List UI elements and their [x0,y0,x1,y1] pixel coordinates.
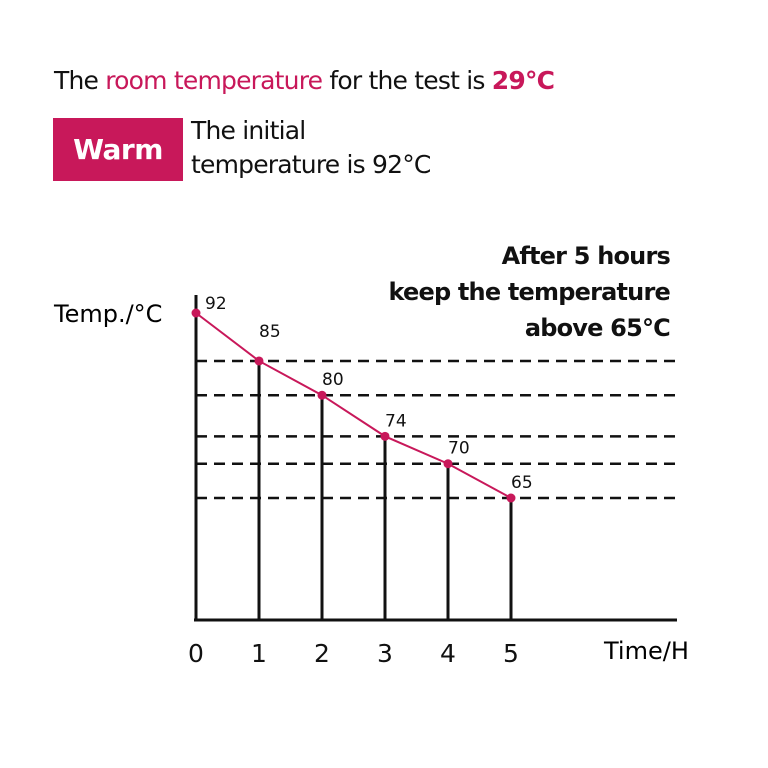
warm-badge: Warm [53,118,183,181]
temperature-line [195,312,512,499]
data-label-0: 92 [205,294,227,314]
data-label-2: 80 [322,370,344,390]
y-axis-label: Temp./°C [53,300,162,328]
x-tick-label-0: 0 [188,639,204,668]
x-tick-label-2: 2 [314,639,330,668]
data-point-0 [191,308,201,318]
initial-note-line2: temperature is 92°C [191,150,431,179]
headline-highlight: room temperature [105,66,323,95]
x-axis-label: Time/H [603,637,689,665]
target-note-line2: keep the temperature [388,278,670,306]
x-tick-label-5: 5 [503,639,519,668]
data-point-5 [506,493,516,503]
initial-temperature-note: The initial temperature is 92°C [191,114,431,182]
initial-note-line1: The initial [191,116,306,145]
headline: The room temperature for the test is 29°… [54,66,555,95]
data-label-3: 74 [385,411,407,431]
target-note: After 5 hours keep the temperature above 6… [388,238,670,346]
data-point-2 [317,390,327,400]
room-temperature-value: 29°C [491,66,555,95]
data-label-4: 70 [448,439,470,459]
x-tick-label-4: 4 [440,639,456,668]
data-point-4 [443,459,453,469]
target-note-line3: above 65°C [524,314,671,342]
x-tick-label-3: 3 [377,639,393,668]
data-label-1: 85 [259,322,281,342]
headline-middle: for the test is [322,66,492,95]
data-label-5: 65 [511,473,533,493]
x-tick-label-1: 1 [251,639,267,668]
data-point-3 [380,431,390,441]
data-point-1 [254,356,264,366]
target-note-line1: After 5 hours [501,242,671,270]
headline-prefix: The [54,66,106,95]
